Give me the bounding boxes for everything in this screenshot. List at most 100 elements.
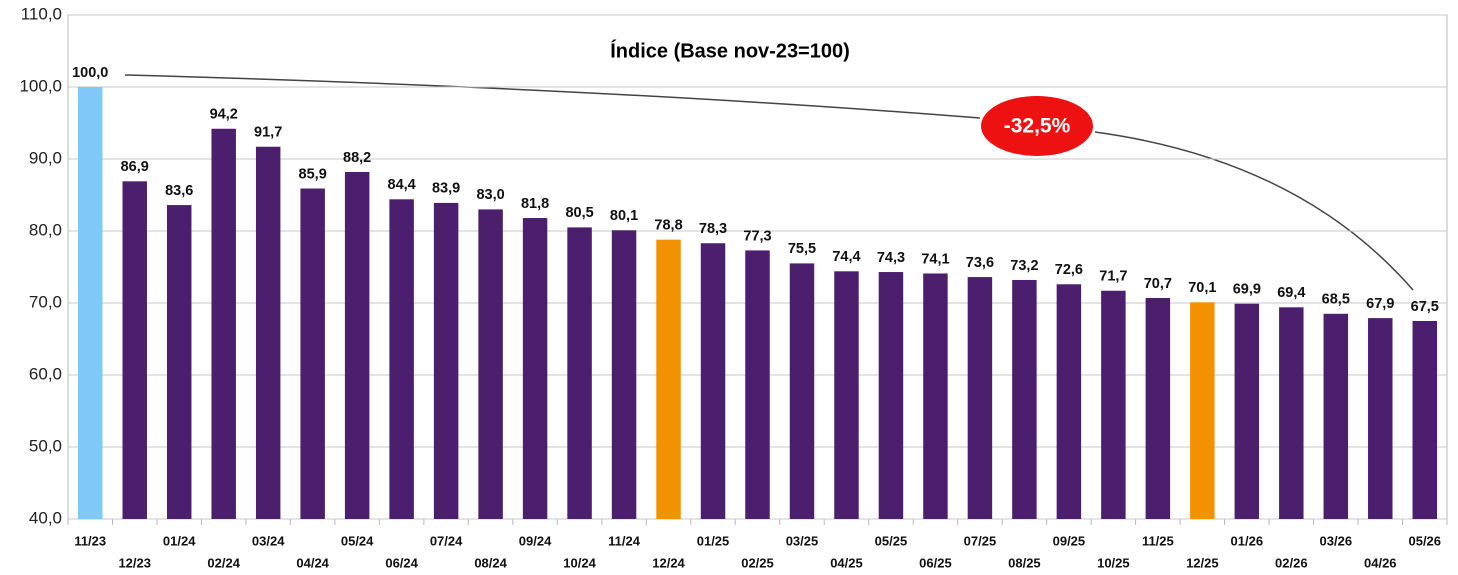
x-tick-label: 05/25 xyxy=(875,533,908,548)
x-tick-label: 10/24 xyxy=(563,555,596,570)
bar xyxy=(834,271,859,519)
bar xyxy=(789,263,815,519)
y-tick-label: 40,0 xyxy=(29,508,62,527)
x-tick-label: 09/25 xyxy=(1053,533,1086,548)
value-label: 73,2 xyxy=(1010,258,1038,274)
bar xyxy=(567,227,592,519)
x-tick-label: 07/25 xyxy=(964,533,997,548)
value-label: 75,5 xyxy=(788,241,816,257)
y-tick-label: 70,0 xyxy=(29,292,62,311)
y-tick-label: 80,0 xyxy=(29,220,62,239)
x-tick-label: 04/24 xyxy=(296,555,329,570)
value-label: 80,1 xyxy=(610,208,638,224)
value-label: 71,7 xyxy=(1099,269,1127,285)
value-label: 100,0 xyxy=(72,65,108,81)
x-tick-label: 10/25 xyxy=(1097,555,1130,570)
bar xyxy=(122,181,147,519)
bar xyxy=(1234,303,1260,519)
bar xyxy=(1145,297,1171,519)
x-tick-label: 06/24 xyxy=(385,555,418,570)
bar xyxy=(344,171,370,519)
y-tick-label: 60,0 xyxy=(29,364,62,383)
value-label: 84,4 xyxy=(388,177,416,193)
bar xyxy=(1279,307,1304,519)
value-label: 85,9 xyxy=(299,166,327,182)
x-tick-label: 09/24 xyxy=(519,533,552,548)
x-tick-label: 11/25 xyxy=(1142,533,1174,548)
value-label: 70,7 xyxy=(1144,276,1172,292)
chart-title: Índice (Base nov-23=100) xyxy=(610,39,850,62)
value-label: 67,9 xyxy=(1366,296,1394,312)
bar xyxy=(300,188,325,519)
bar xyxy=(1368,318,1393,519)
x-tick-label: 05/24 xyxy=(341,533,374,548)
x-tick-label: 01/24 xyxy=(163,533,196,548)
value-label: 68,5 xyxy=(1322,292,1350,308)
bar xyxy=(967,277,993,519)
bar xyxy=(211,128,236,519)
y-tick-label: 100,0 xyxy=(19,76,62,95)
bar xyxy=(1101,290,1126,519)
x-tick-label: 04/25 xyxy=(830,555,863,570)
x-tick-label: 08/24 xyxy=(474,555,507,570)
bar xyxy=(656,239,681,519)
trend-arrow xyxy=(124,74,1414,291)
x-tick-label: 11/23 xyxy=(74,533,106,548)
x-tick-label: 02/24 xyxy=(207,555,240,570)
value-label: 74,1 xyxy=(921,251,949,267)
value-label: 78,8 xyxy=(654,217,682,233)
y-tick-label: 50,0 xyxy=(29,436,62,455)
value-label: 78,3 xyxy=(699,221,727,237)
x-tick-label: 06/25 xyxy=(919,555,952,570)
x-tick-label: 11/24 xyxy=(608,533,641,548)
bar xyxy=(923,273,948,519)
value-label: 73,6 xyxy=(966,255,994,271)
bar xyxy=(478,209,503,519)
bar xyxy=(78,87,103,519)
bar xyxy=(1012,279,1037,519)
x-tick-label: 03/26 xyxy=(1320,533,1353,548)
x-tick-label: 01/25 xyxy=(697,533,730,548)
value-label: 70,1 xyxy=(1188,280,1216,296)
x-tick-label: 08/25 xyxy=(1008,555,1041,570)
x-tick-label: 05/26 xyxy=(1408,533,1441,548)
x-tick-label: 01/26 xyxy=(1231,533,1264,548)
value-label: 77,3 xyxy=(743,228,771,244)
annotation: -32,5% xyxy=(1004,115,1071,138)
x-tick-label: 02/25 xyxy=(741,555,774,570)
value-label: 83,6 xyxy=(165,183,193,199)
bar xyxy=(166,205,192,519)
x-tick-label: 04/26 xyxy=(1364,555,1397,570)
bar xyxy=(433,202,459,520)
value-label: 86,9 xyxy=(121,159,149,175)
bar xyxy=(255,146,281,519)
x-tick-label: 12/23 xyxy=(118,555,151,570)
y-tick-label: 110,0 xyxy=(21,4,62,23)
x-tick-label: 12/24 xyxy=(652,555,685,570)
annotation-badge xyxy=(981,96,1093,156)
x-tick-label: 03/24 xyxy=(252,533,285,548)
bar xyxy=(700,243,726,520)
x-tick-label: 02/26 xyxy=(1275,555,1308,570)
value-label: 83,9 xyxy=(432,181,460,197)
bar xyxy=(1412,321,1437,519)
value-label: 74,4 xyxy=(832,249,860,265)
bar xyxy=(611,230,637,519)
bar xyxy=(522,218,548,520)
value-label: 69,4 xyxy=(1277,285,1305,301)
value-label: 67,5 xyxy=(1411,299,1439,315)
value-label: 94,2 xyxy=(210,107,238,123)
x-tick-label: 07/24 xyxy=(430,533,463,548)
bar xyxy=(1323,313,1349,519)
value-label: 74,3 xyxy=(877,250,905,266)
value-label: 72,6 xyxy=(1055,262,1083,278)
value-label: 80,5 xyxy=(565,205,593,221)
x-tick-label: 12/25 xyxy=(1186,555,1219,570)
value-label: 83,0 xyxy=(476,187,504,203)
value-label: 69,9 xyxy=(1233,282,1261,298)
value-label: 91,7 xyxy=(254,125,282,141)
bar xyxy=(878,272,904,519)
value-label: 81,8 xyxy=(521,196,549,212)
bar xyxy=(1190,302,1215,519)
